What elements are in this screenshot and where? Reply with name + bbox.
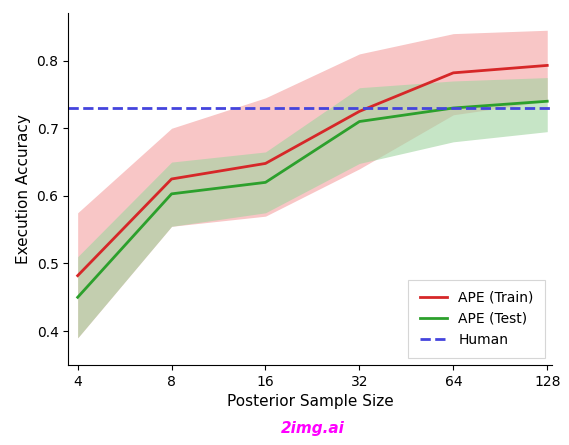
APE (Test) — [356, 119, 363, 124]
APE (Test) — [450, 105, 457, 111]
APE (Test) — [262, 180, 269, 185]
Text: 2img.ai: 2img.ai — [281, 421, 345, 436]
APE (Train) — [168, 176, 175, 182]
Y-axis label: Execution Accuracy: Execution Accuracy — [16, 114, 31, 264]
APE (Train) — [450, 70, 457, 76]
X-axis label: Posterior Sample Size: Posterior Sample Size — [226, 394, 394, 409]
APE (Test) — [168, 191, 175, 197]
APE (Test) — [75, 295, 81, 300]
APE (Train) — [262, 161, 269, 166]
APE (Train) — [356, 109, 363, 114]
APE (Train) — [544, 63, 551, 68]
Legend: APE (Train), APE (Test), Human: APE (Train), APE (Test), Human — [409, 280, 545, 358]
APE (Train) — [75, 273, 81, 278]
Line: APE (Train): APE (Train) — [78, 65, 547, 275]
Line: APE (Test): APE (Test) — [78, 101, 547, 297]
APE (Test) — [544, 99, 551, 104]
